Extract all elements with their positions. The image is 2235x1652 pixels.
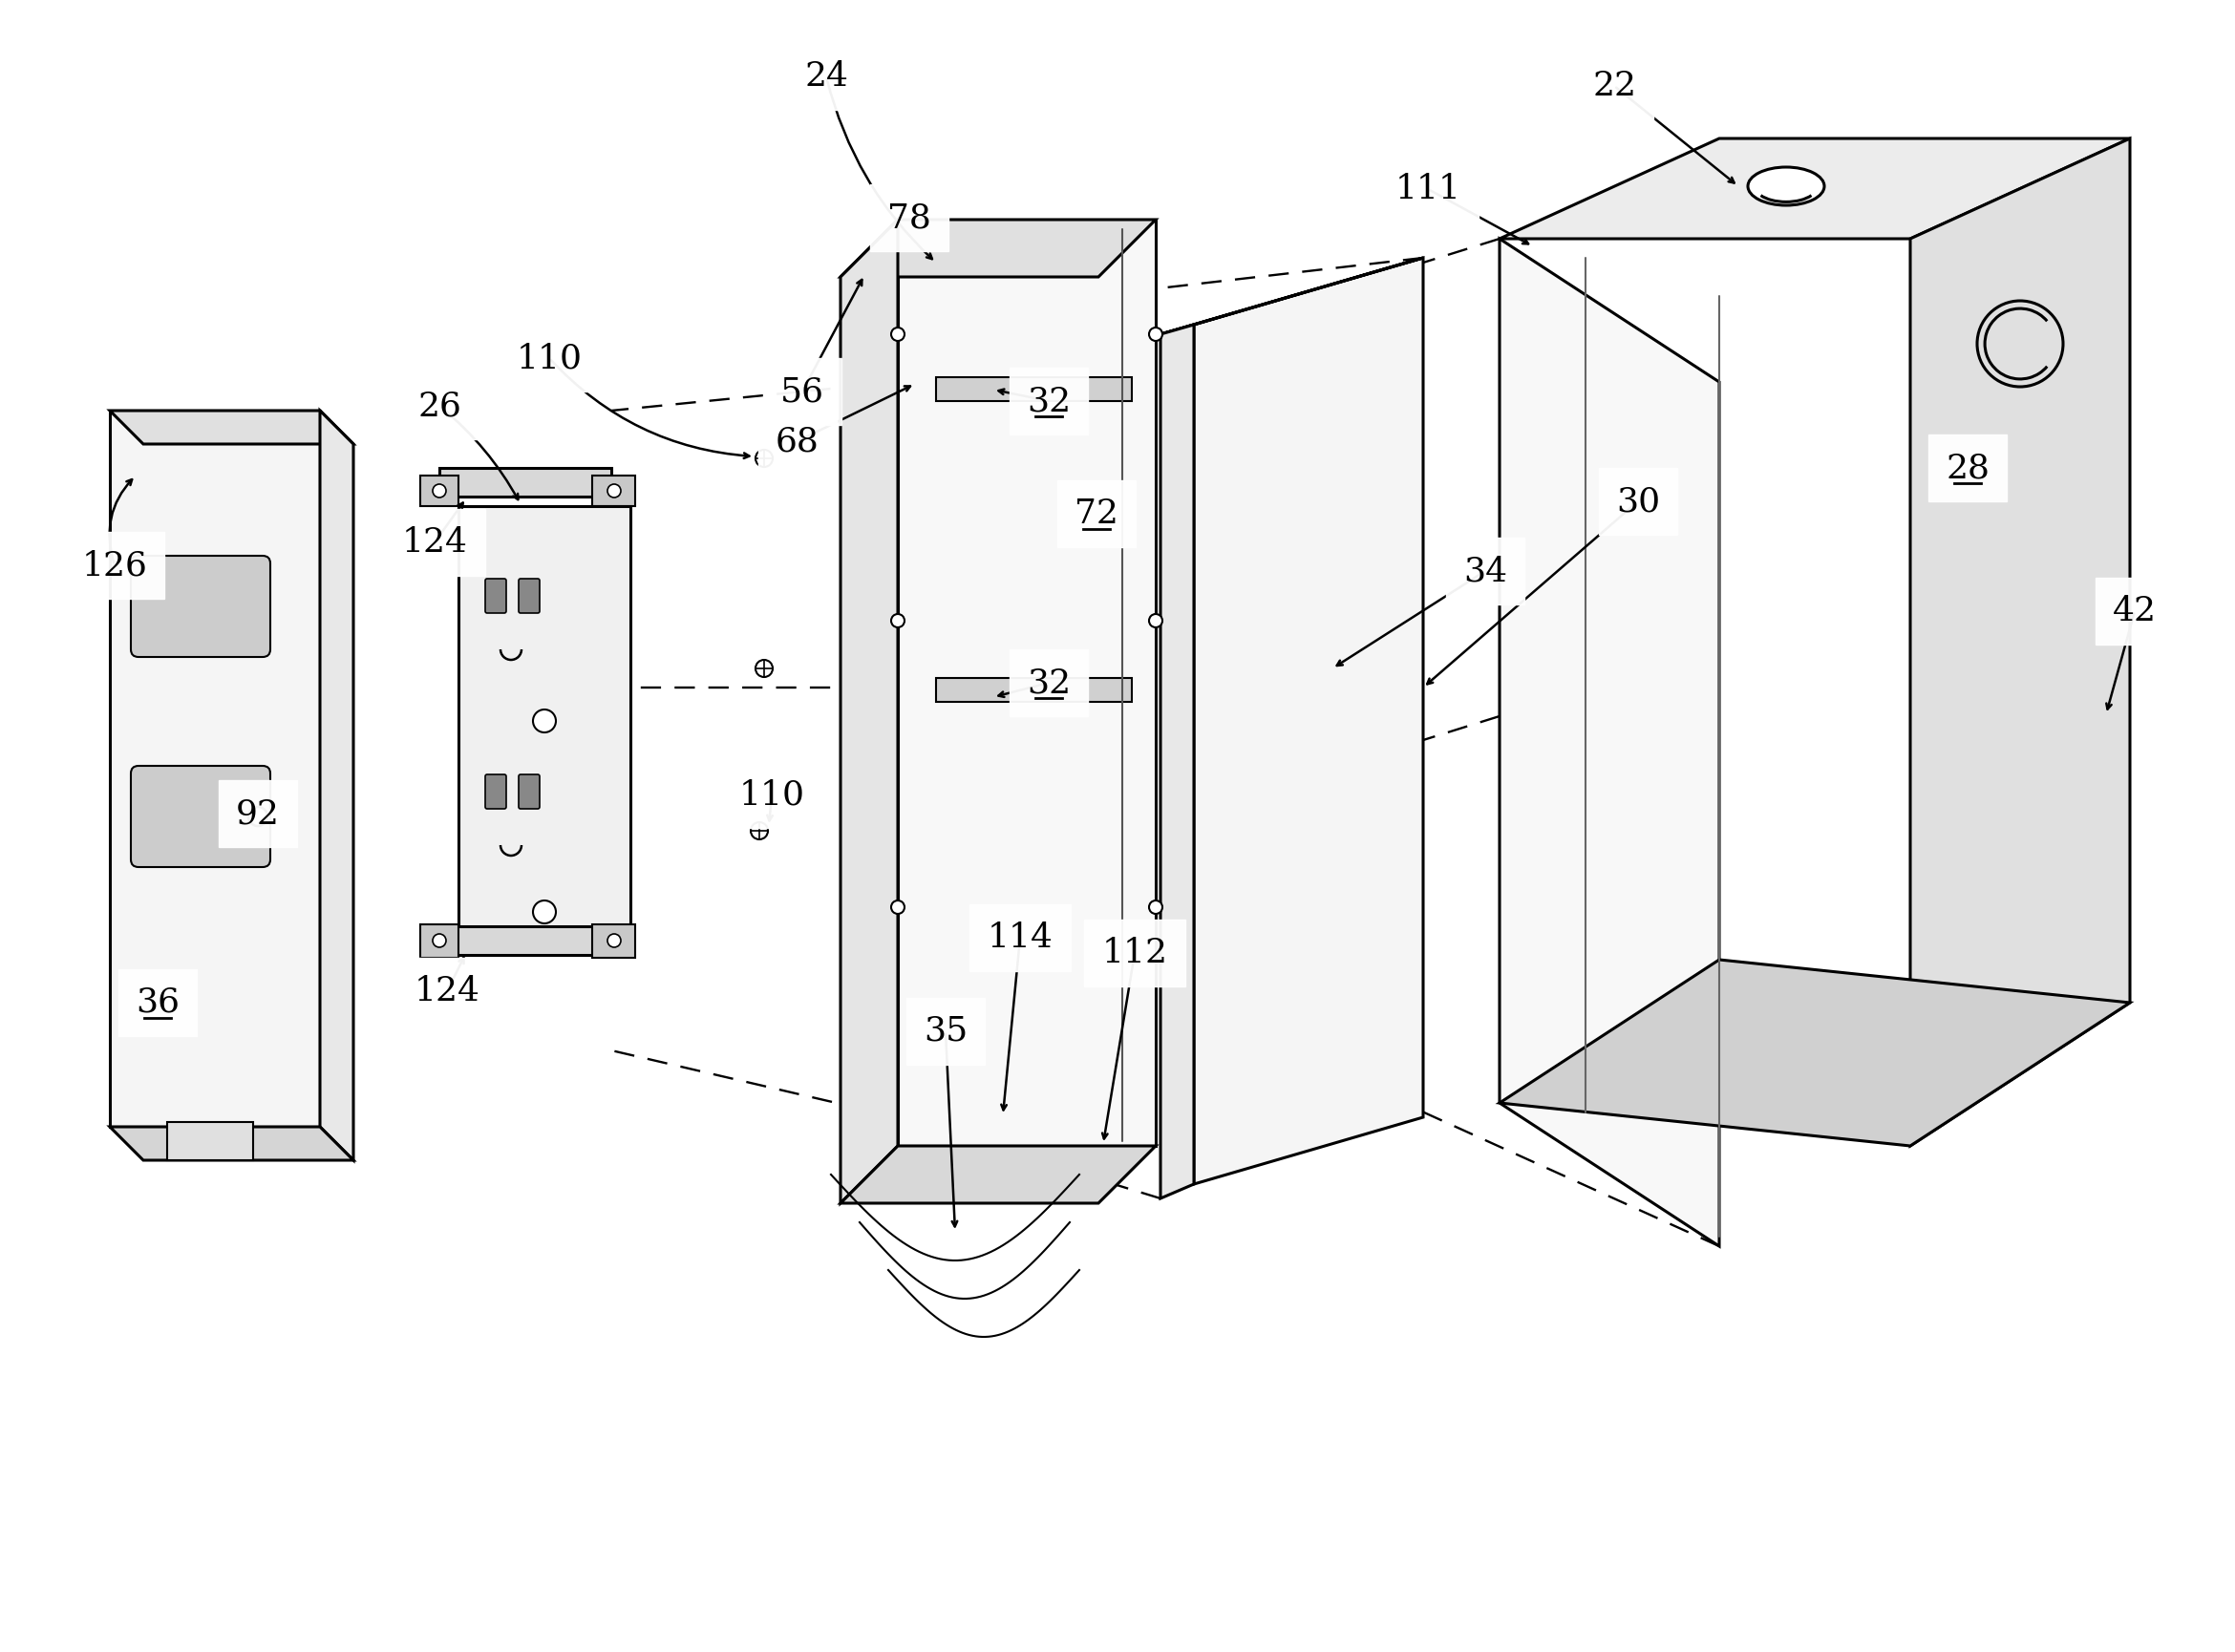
- FancyBboxPatch shape: [485, 578, 505, 613]
- Circle shape: [1149, 615, 1162, 628]
- Polygon shape: [840, 220, 898, 1203]
- Text: 32: 32: [1026, 385, 1071, 418]
- Polygon shape: [440, 927, 612, 955]
- Polygon shape: [1500, 240, 1719, 1246]
- Ellipse shape: [1748, 167, 1824, 205]
- Text: 68: 68: [776, 425, 820, 458]
- Circle shape: [434, 484, 447, 497]
- Circle shape: [608, 484, 621, 497]
- Polygon shape: [110, 1127, 353, 1160]
- Polygon shape: [592, 925, 635, 958]
- FancyBboxPatch shape: [519, 775, 539, 809]
- Polygon shape: [1160, 258, 1424, 334]
- Text: 56: 56: [780, 375, 825, 408]
- FancyBboxPatch shape: [485, 775, 505, 809]
- Circle shape: [532, 709, 557, 732]
- Text: 26: 26: [418, 390, 460, 421]
- Polygon shape: [1500, 960, 2130, 1146]
- Text: 35: 35: [923, 1014, 968, 1047]
- Text: 110: 110: [516, 342, 581, 375]
- FancyBboxPatch shape: [519, 578, 539, 613]
- Circle shape: [434, 933, 447, 947]
- Polygon shape: [440, 468, 612, 497]
- Text: 36: 36: [136, 986, 179, 1019]
- Polygon shape: [898, 220, 1155, 1146]
- Circle shape: [755, 449, 773, 468]
- Text: 126: 126: [83, 548, 148, 582]
- Polygon shape: [1160, 325, 1193, 1198]
- Text: 112: 112: [1102, 937, 1167, 970]
- Polygon shape: [840, 1146, 1155, 1203]
- Circle shape: [608, 933, 621, 947]
- Circle shape: [532, 900, 557, 923]
- Polygon shape: [1911, 139, 2130, 1146]
- Circle shape: [892, 327, 905, 340]
- Polygon shape: [1500, 139, 2130, 240]
- Polygon shape: [110, 411, 353, 444]
- Text: 124: 124: [402, 525, 467, 558]
- Text: 28: 28: [1947, 451, 1989, 484]
- Polygon shape: [168, 1122, 253, 1160]
- Polygon shape: [936, 377, 1131, 401]
- Polygon shape: [592, 476, 635, 506]
- Polygon shape: [458, 506, 630, 935]
- Text: 110: 110: [740, 778, 805, 811]
- Polygon shape: [936, 677, 1131, 702]
- Polygon shape: [110, 411, 320, 1127]
- Text: 34: 34: [1464, 555, 1506, 586]
- Circle shape: [1149, 327, 1162, 340]
- Polygon shape: [840, 220, 1155, 278]
- Text: 114: 114: [988, 922, 1053, 953]
- Text: 24: 24: [805, 59, 847, 93]
- Text: 78: 78: [887, 202, 932, 235]
- Polygon shape: [320, 411, 353, 1160]
- Circle shape: [248, 806, 268, 826]
- FancyBboxPatch shape: [132, 555, 270, 657]
- FancyBboxPatch shape: [132, 767, 270, 867]
- Text: 42: 42: [2112, 595, 2157, 628]
- Ellipse shape: [1978, 301, 2063, 387]
- Circle shape: [892, 615, 905, 628]
- Circle shape: [755, 659, 773, 677]
- Text: 92: 92: [237, 798, 279, 829]
- Text: 111: 111: [1395, 173, 1462, 205]
- Circle shape: [751, 823, 769, 839]
- Polygon shape: [420, 925, 458, 958]
- Text: 72: 72: [1075, 497, 1118, 530]
- Circle shape: [1149, 900, 1162, 914]
- Text: 22: 22: [1591, 69, 1636, 102]
- Text: 32: 32: [1026, 666, 1071, 699]
- Circle shape: [892, 900, 905, 914]
- Text: 124: 124: [413, 975, 481, 1008]
- Polygon shape: [1193, 258, 1424, 1184]
- Text: 30: 30: [1616, 486, 1661, 517]
- Polygon shape: [420, 476, 458, 506]
